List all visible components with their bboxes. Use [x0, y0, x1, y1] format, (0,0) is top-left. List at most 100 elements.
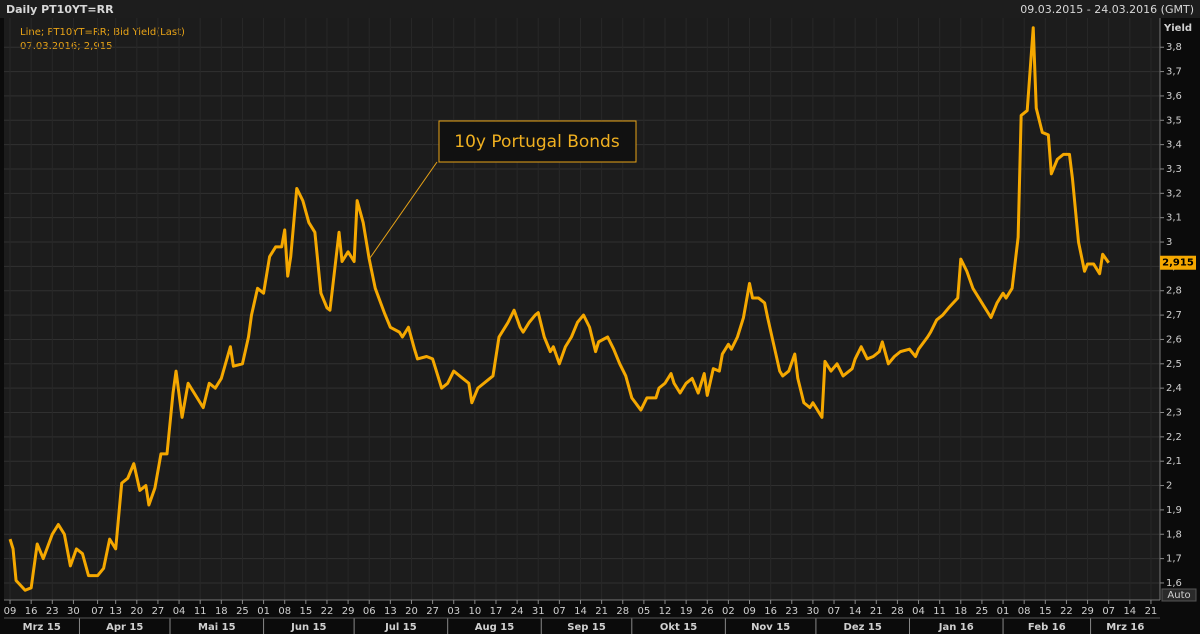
month-label: Nov 15: [751, 622, 790, 633]
x-tick-label: 31: [532, 606, 545, 617]
x-tick-label: 14: [849, 606, 862, 617]
x-tick-label: 13: [384, 606, 397, 617]
x-tick-label: 22: [1060, 606, 1073, 617]
x-tick-label: 12: [659, 606, 672, 617]
x-tick-label: 15: [1039, 606, 1052, 617]
annotation-leader: [369, 161, 438, 259]
x-tick-label: 13: [109, 606, 122, 617]
y-tick-label: 3,8: [1166, 42, 1182, 53]
annotation: 10y Portugal Bonds: [454, 132, 620, 152]
month-label: Jul 15: [384, 622, 417, 633]
x-tick-label: 09: [4, 606, 17, 617]
x-tick-label: 24: [511, 606, 524, 617]
x-tick-label: 09: [743, 606, 756, 617]
y-tick-label: 3,1: [1166, 213, 1182, 224]
y-tick-label: 2,6: [1166, 334, 1182, 345]
x-tick-label: 18: [954, 606, 967, 617]
marks: [8, 26, 1110, 592]
month-label: Aug 15: [475, 622, 514, 633]
x-tick-label: 14: [574, 606, 587, 617]
y-tick-label: 2,2: [1166, 432, 1182, 443]
chart-subtitle: 09.03.2015 - 24.03.2016 (GMT): [1020, 3, 1194, 16]
y-tick-label: 1,7: [1166, 554, 1182, 565]
x-tick-label: 01: [997, 606, 1010, 617]
y-tick-label: 3: [1166, 237, 1172, 248]
x-tick-label: 07: [828, 606, 841, 617]
x-tick-label: 25: [236, 606, 249, 617]
y-tick-label: 1,8: [1166, 529, 1182, 540]
y-tick-label: 2,3: [1166, 407, 1182, 418]
x-tick-label: 10: [468, 606, 481, 617]
x-tick-label: 29: [1081, 606, 1094, 617]
x-tick-label: 28: [891, 606, 904, 617]
x-tick-label: 23: [46, 606, 59, 617]
y-tick-label: 3,5: [1166, 115, 1182, 126]
annotation-box: [438, 120, 637, 163]
month-label: Mai 15: [198, 622, 236, 633]
month-label: Okt 15: [660, 622, 697, 633]
x-tick-label: 19: [680, 606, 693, 617]
month-label: Mrz 15: [23, 622, 61, 633]
x-tick-label: 20: [130, 606, 143, 617]
x-tick-label: 11: [933, 606, 946, 617]
header-bar: [0, 0, 1200, 18]
x-tick-label: 16: [764, 606, 777, 617]
y-tick-label: 1,9: [1166, 505, 1182, 516]
month-label: Jan 16: [938, 622, 974, 633]
x-tick-label: 01: [257, 606, 270, 617]
chart-title: Daily PT10YT=RR: [6, 3, 114, 16]
y-tick-label: 2,4: [1166, 383, 1182, 394]
x-tick-label: 17: [490, 606, 503, 617]
grid: [4, 18, 1160, 600]
x-tick-label: 04: [912, 606, 925, 617]
x-tick-label: 07: [1102, 606, 1115, 617]
x-tick-label: 04: [173, 606, 186, 617]
x-tick-label: 02: [722, 606, 735, 617]
y-tick-label: 3,2: [1166, 188, 1182, 199]
y-tick-label: 3,4: [1166, 140, 1182, 151]
month-label: Apr 15: [106, 622, 143, 633]
legend-entry: Line; PT10YT=RR; Bid Yield(Last): [20, 27, 185, 38]
x-tick-label: 11: [194, 606, 207, 617]
x-tick-label: 08: [278, 606, 291, 617]
line-series: [8, 26, 1110, 592]
x-tick-label: 27: [426, 606, 439, 617]
x-tick-label: 06: [363, 606, 376, 617]
x-tick-label: 21: [870, 606, 883, 617]
x-tick-label: 28: [616, 606, 629, 617]
y-tick-label: 2,7: [1166, 310, 1182, 321]
x-tick-label: 15: [299, 606, 312, 617]
y-tick-label: 3,6: [1166, 91, 1182, 102]
x-tick-label: 26: [701, 606, 714, 617]
x-tick-label: 05: [638, 606, 651, 617]
y-tick-label: 1,6: [1166, 578, 1182, 589]
x-tick-label: 07: [91, 606, 104, 617]
y-tick-label: 2,1: [1166, 456, 1182, 467]
legend-detail: 07.03.2016; 2,915: [20, 41, 112, 52]
month-label: Dez 15: [844, 622, 882, 633]
x-tick-label: 21: [595, 606, 608, 617]
x-tick-label: 23: [785, 606, 798, 617]
y-tick-label: 3,7: [1166, 67, 1182, 78]
month-label: Feb 16: [1028, 622, 1066, 633]
auto-button[interactable]: [1161, 588, 1197, 602]
y-axis-title: Yield: [1163, 23, 1192, 34]
x-tick-label: 22: [321, 606, 334, 617]
month-label: Sep 15: [567, 622, 606, 633]
last-value-badge: [1160, 255, 1196, 270]
x-tick-label: 27: [152, 606, 165, 617]
last-value-label: 2,915: [1162, 258, 1194, 269]
month-label: Mrz 16: [1106, 622, 1144, 633]
x-tick-label: 18: [215, 606, 228, 617]
auto-button-label[interactable]: Auto: [1167, 590, 1190, 601]
plot-area: [4, 18, 1160, 600]
month-label: Jun 15: [290, 622, 326, 633]
x-tick-label: 25: [976, 606, 989, 617]
y-tick-label: 2,8: [1166, 286, 1182, 297]
x-tick-label: 16: [25, 606, 38, 617]
x-tick-label: 14: [1123, 606, 1136, 617]
x-tick-label: 03: [447, 606, 460, 617]
x-tick-label: 29: [342, 606, 355, 617]
x-tick-label: 08: [1018, 606, 1031, 617]
